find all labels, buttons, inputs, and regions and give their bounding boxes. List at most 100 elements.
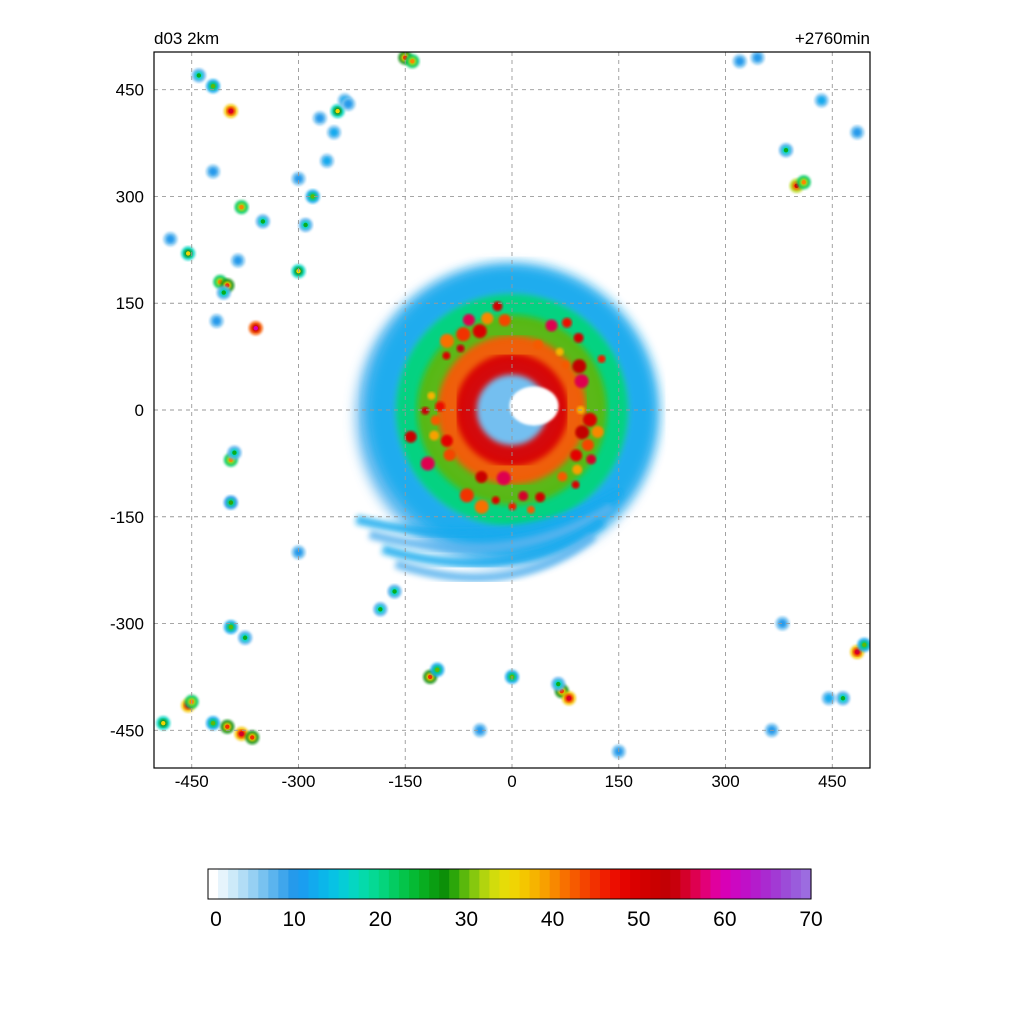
- echo-cell-core: [242, 635, 248, 640]
- echo-cell: [156, 716, 171, 731]
- echo-cell-mid: [294, 548, 303, 557]
- colorbar-swatch: [409, 869, 420, 899]
- eyewall-ring-outer: [437, 335, 587, 485]
- echo-cell-core: [392, 589, 397, 594]
- echo-cell: [291, 171, 306, 186]
- echo-cell: [472, 723, 487, 738]
- echo-cell: [327, 125, 342, 140]
- echo-cell: [814, 93, 829, 108]
- colorbar-swatch: [318, 869, 330, 899]
- echo-cell: [341, 96, 356, 111]
- echo-cell: [387, 584, 402, 599]
- convective-cell: [572, 464, 583, 475]
- echo-cell-core: [566, 696, 572, 701]
- colorbar-swatch: [650, 869, 661, 899]
- colorbar-swatch: [358, 869, 370, 899]
- colorbar-swatch: [328, 869, 340, 899]
- echo-cell-mid: [166, 235, 175, 244]
- echo-cell: [238, 630, 253, 645]
- echo-cell-core: [210, 720, 216, 726]
- x-tick-label: 150: [605, 772, 633, 791]
- colorbar-swatch: [559, 869, 571, 899]
- colorbar-swatch: [348, 869, 360, 899]
- rainband: [394, 532, 597, 583]
- x-tick-label: 450: [818, 772, 846, 791]
- colorbar-frame: [207, 868, 812, 900]
- echo-cell-core: [260, 219, 266, 224]
- convective-cell: [443, 449, 456, 462]
- echo-cell: [305, 189, 320, 204]
- colorbar-swatch: [499, 869, 511, 899]
- colorbar-swatch: [800, 869, 812, 899]
- echo-cell: [223, 495, 238, 510]
- colorbar-swatch: [589, 869, 601, 899]
- colorbar-tick-label: 40: [541, 908, 564, 931]
- rainband: [381, 517, 606, 568]
- convective-cell: [456, 344, 465, 353]
- echo-cell-core: [196, 73, 202, 78]
- colorbar-swatch: [298, 869, 310, 899]
- echo-cell: [163, 232, 178, 247]
- echo-cell-core: [253, 325, 258, 331]
- convective-cell: [518, 491, 529, 502]
- echo-cell-core: [250, 735, 255, 740]
- stratiform-ring: [366, 264, 658, 556]
- echo-cell: [850, 125, 865, 140]
- colorbar-swatch: [429, 869, 440, 899]
- echo-cell: [223, 104, 238, 119]
- convective-cell: [442, 351, 451, 360]
- convective-cell: [435, 401, 446, 412]
- echo-cell: [319, 153, 334, 168]
- echo-cell: [209, 314, 224, 329]
- echo-cell: [796, 175, 811, 190]
- echo-cell-mid: [233, 256, 242, 265]
- convective-cell: [420, 456, 435, 471]
- echo-cell-mid: [817, 96, 826, 105]
- echo-cell-core: [410, 59, 415, 64]
- convective-cell: [535, 492, 546, 503]
- colorbar-swatch: [388, 869, 400, 899]
- x-tick-label: 0: [507, 772, 516, 791]
- convective-cell: [462, 313, 475, 326]
- convective-cell: [472, 324, 487, 339]
- colorbar-tick-label: 70: [799, 908, 822, 931]
- colorbar-swatch: [479, 869, 490, 899]
- colorbar-swatch: [459, 869, 470, 899]
- colorbar-swatch: [218, 869, 229, 899]
- echo-cell-mid: [344, 99, 353, 108]
- y-axis-ticks: 450 300 150 0 -150 -300 -450: [110, 81, 144, 741]
- colorbar-swatch: [690, 869, 702, 899]
- echo-cell: [291, 545, 306, 560]
- echo-cell-mid: [294, 174, 303, 183]
- convective-cell: [574, 374, 589, 389]
- echo-cell: [255, 214, 270, 229]
- convective-cell: [481, 312, 494, 325]
- x-tick-label: 300: [711, 772, 739, 791]
- echo-cell: [230, 253, 245, 268]
- convective-cell: [570, 449, 583, 462]
- rainband: [355, 487, 624, 538]
- echo-cell-mid: [735, 57, 744, 66]
- echo-cell: [312, 111, 327, 126]
- colorbar-swatch: [620, 869, 631, 899]
- colorbar-tick-label: 30: [455, 908, 478, 931]
- colorbar-swatch: [449, 869, 460, 899]
- echo-cell: [248, 321, 263, 336]
- chart-title-left: d03 2km: [154, 29, 219, 48]
- convective-cell: [557, 471, 568, 482]
- convective-cell: [429, 430, 440, 441]
- colorbar-tick-label: 10: [282, 908, 305, 931]
- y-tick-label: 450: [116, 81, 144, 100]
- y-tick-label: -150: [110, 508, 144, 527]
- echo-cell-mid: [322, 156, 331, 165]
- convective-cell: [475, 471, 488, 484]
- echo-cell-mid: [853, 128, 862, 137]
- colorbar-swatch: [228, 869, 239, 899]
- echo-cell-mid: [475, 726, 484, 735]
- convective-cell: [586, 454, 597, 465]
- colorbar-tick-label: 0: [210, 908, 222, 931]
- echo-cell-core: [801, 180, 807, 185]
- convective-cell: [533, 339, 544, 350]
- echo-cell: [181, 246, 196, 261]
